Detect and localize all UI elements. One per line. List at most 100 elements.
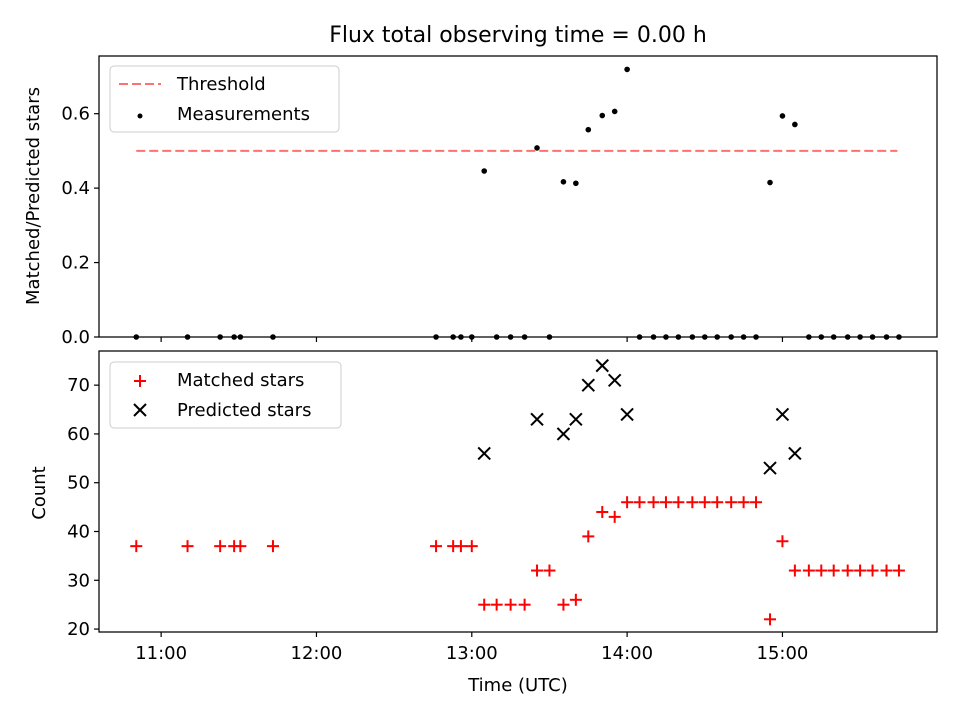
count-legend: Matched stars Predicted stars [109, 361, 342, 429]
measurement-point [585, 126, 592, 133]
x-axis-label: Time (UTC) [467, 675, 568, 696]
predicted-stars-point [556, 427, 571, 441]
measurement-point [792, 121, 798, 128]
x-tick-label: 14:00 [601, 643, 653, 664]
matched-stars-point [827, 564, 840, 577]
matched-stars-point [596, 505, 609, 518]
ratio-y-tick-label: 0.4 [61, 178, 90, 199]
threshold-legend-label: Threshold [176, 74, 266, 95]
measurement-point [481, 168, 488, 174]
matched-stars-point [750, 496, 763, 509]
matched-stars-point [181, 540, 194, 553]
matched-stars-point [214, 540, 227, 553]
matched-stars-point [557, 598, 570, 611]
predicted-legend-label: Predicted stars [177, 400, 311, 421]
matched-stars-point [582, 530, 595, 543]
ratio-legend-box [109, 65, 340, 133]
count-y-tick-label: 20 [67, 619, 90, 640]
x-tick-label: 15:00 [757, 643, 809, 664]
matched-stars-point [569, 593, 582, 606]
matched-stars-point [633, 496, 646, 509]
ratio-plot-marks [133, 66, 902, 340]
predicted-stars-point [775, 407, 790, 422]
matched-stars-point [234, 540, 247, 553]
matched-stars-point [454, 540, 467, 553]
matched-legend-label: Matched stars [177, 370, 304, 391]
matched-stars-point [672, 496, 685, 509]
matched-stars-point [764, 613, 777, 626]
count-y-tick-label: 30 [67, 570, 90, 591]
matched-legend-swatch [134, 375, 146, 387]
predicted-stars-point [607, 373, 622, 387]
measurement-point [624, 66, 630, 73]
matched-stars-point [880, 564, 893, 577]
matched-stars-point [698, 496, 711, 509]
ratio-y-axis-label: Matched/Predicted stars [23, 87, 44, 305]
matched-stars-point [531, 564, 544, 577]
measurement-point [767, 179, 773, 186]
count-panel: 20 30 40 50 60 70 11:00 12:00 13:00 14:00 15:00 C… [29, 350, 938, 696]
measurements-legend-swatch [137, 113, 143, 119]
measurement-point [599, 112, 606, 119]
matched-stars-point [866, 564, 879, 577]
predicted-stars-point [620, 407, 634, 422]
count-x-ticks: 11:00 12:00 13:00 14:00 15:00 [135, 632, 808, 664]
predicted-stars-point [477, 446, 491, 461]
count-y-tick-label: 60 [67, 424, 90, 445]
ratio-y-tick-label: 0.0 [61, 327, 90, 348]
matched-stars-point [892, 564, 905, 577]
count-y-tick-label: 50 [67, 473, 90, 494]
matched-stars-point [518, 598, 531, 611]
ratio-axes-frame [98, 55, 938, 338]
ratio-y-tick-label: 0.6 [61, 104, 90, 125]
predicted-stars-point [581, 378, 595, 392]
x-tick-label: 11:00 [135, 643, 187, 664]
predicted-stars-point [530, 412, 544, 427]
matched-stars-point [788, 564, 801, 577]
matched-stars-point [815, 564, 828, 577]
matched-stars-point [430, 540, 443, 553]
matched-stars-point [266, 540, 279, 553]
matched-stars-point [130, 540, 143, 553]
measurement-point [573, 180, 579, 187]
matched-stars-point [659, 496, 672, 509]
count-y-ticks: 20 30 40 50 60 70 [67, 375, 99, 640]
matched-stars-point [543, 564, 556, 577]
matched-stars-point [802, 564, 815, 577]
matched-stars-point [647, 496, 660, 509]
matched-stars-point [504, 598, 517, 611]
ratio-y-ticks: 0.0 0.2 0.4 0.6 [61, 104, 99, 348]
count-plot-marks [130, 358, 905, 626]
measurement-point [560, 178, 567, 185]
matched-stars-point [776, 535, 789, 548]
measurements-legend-label: Measurements [177, 104, 310, 125]
count-y-tick-label: 40 [67, 522, 90, 543]
count-axes-frame [98, 350, 938, 633]
ratio-panel: 0.0 0.2 0.4 0.6 Matched/Predicted stars Thr… [23, 55, 938, 348]
matched-stars-point [478, 598, 491, 611]
predicted-stars-point [788, 446, 802, 461]
matched-stars-point [608, 510, 621, 523]
matched-stars-point [711, 496, 724, 509]
predicted-stars-point [569, 412, 583, 427]
matched-stars-point [490, 598, 503, 611]
x-tick-label: 12:00 [291, 643, 343, 664]
count-legend-box [109, 361, 342, 429]
matched-stars-point [465, 540, 478, 553]
count-y-axis-label: Count [29, 466, 50, 519]
predicted-stars-point [595, 358, 609, 373]
matched-stars-point [621, 496, 634, 509]
matched-stars-point [841, 564, 854, 577]
matched-stars-point [725, 496, 738, 509]
matched-stars-point [686, 496, 699, 509]
count-y-tick-label: 70 [67, 375, 90, 396]
predicted-legend-swatch [133, 403, 147, 417]
x-tick-label: 13:00 [446, 643, 498, 664]
measurement-point [534, 145, 540, 151]
ratio-legend: Threshold Measurements [109, 65, 340, 133]
matched-stars-point [854, 564, 867, 577]
matched-stars-point [737, 496, 750, 509]
measurement-point [779, 113, 786, 119]
predicted-stars-point [763, 461, 777, 475]
